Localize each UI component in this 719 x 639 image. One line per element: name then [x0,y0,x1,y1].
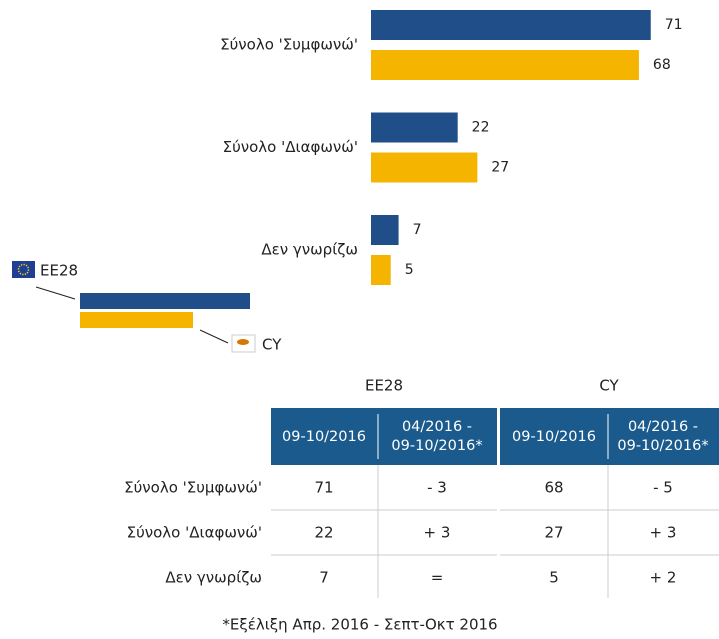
footnote: *Εξέλιξη Απρ. 2016 - Σεπτ-Οκτ 2016 [222,616,497,634]
legend [12,261,256,353]
bar [371,10,651,40]
value-label: 22 [472,120,490,136]
table-header-bg [500,408,719,465]
eu-flag [12,261,35,278]
cy-island [237,339,249,345]
value-label: 7 [413,222,422,238]
legend-swatch [80,312,193,328]
row-label: Σύνολο 'Συμφωνώ' [124,479,262,497]
column-header: 04/2016 -09-10/2016* [617,419,708,454]
cell: 7 [319,569,329,587]
cell: 27 [544,524,563,542]
legend-pointer [199,329,229,344]
value-label: 68 [653,57,671,73]
legend-swatch [80,293,250,309]
category-label: Δεν γνωρίζω [261,241,358,259]
column-header: 04/2016 -09-10/2016* [391,419,482,454]
column-header: 09-10/2016 [512,429,596,445]
bar [371,50,639,80]
cell: + 3 [424,524,451,542]
table-lines [271,465,719,598]
cell: = [431,569,444,587]
column-header: 09-10/2016 [282,429,366,445]
cell: + 2 [650,569,677,587]
bar [371,215,399,245]
group-header: CY [599,377,619,395]
cell: - 5 [653,479,673,497]
category-label: Σύνολο 'Συμφωνώ' [220,36,358,54]
row-label: Δεν γνωρίζω [165,569,262,587]
cell: 22 [314,524,333,542]
legend-label: EE28 [40,262,78,280]
table-header-bg [271,408,497,465]
row-label: Σύνολο 'Διαφωνώ' [127,524,262,542]
bar [371,152,478,183]
bar [371,255,391,285]
bar [371,112,458,143]
cell: 71 [314,479,333,497]
eu-stars [17,263,30,276]
value-label: 71 [665,17,683,33]
cell: - 3 [427,479,447,497]
value-label: 5 [405,262,414,278]
legend-label: CY [262,336,282,354]
cell: 5 [549,569,559,587]
value-label: 27 [491,160,509,176]
category-label: Σύνολο 'Διαφωνώ' [223,138,358,156]
cell: 68 [544,479,563,497]
cell: + 3 [650,524,677,542]
group-header: EE28 [365,377,403,395]
legend-pointer [35,286,76,300]
